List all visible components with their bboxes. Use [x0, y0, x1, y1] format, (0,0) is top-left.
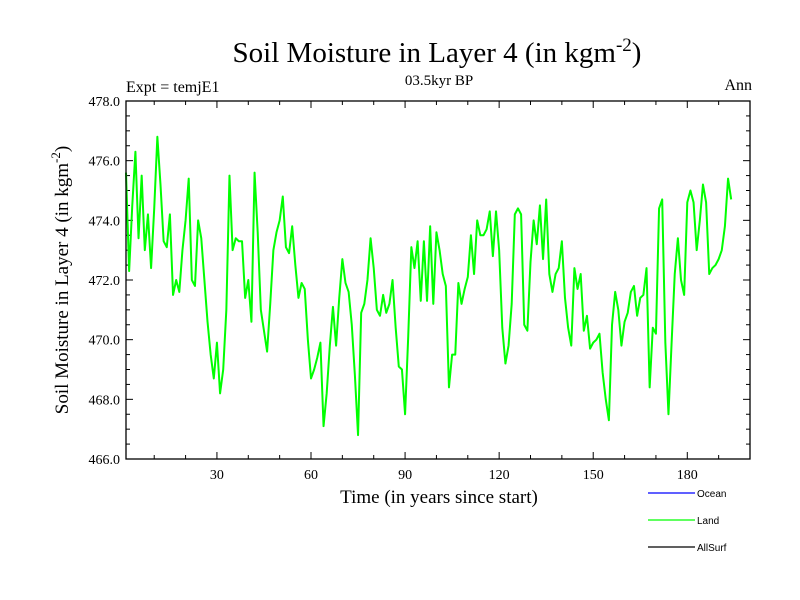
chart-title-superscript: -2 [616, 35, 632, 56]
y-tick-label: 476.0 [89, 155, 121, 170]
x-tick-label: 180 [677, 468, 698, 483]
y-tick-label: 474.0 [89, 214, 121, 229]
x-tick-label: 90 [398, 468, 412, 483]
x-tick-label: 60 [304, 468, 318, 483]
x-tick-label: 30 [210, 468, 224, 483]
season-label: Ann [724, 77, 752, 94]
series-line-land [125, 135, 733, 437]
legend-label: Land [697, 516, 719, 527]
chart-title: Soil Moisture in Layer 4 (in kgm-2) [233, 35, 642, 69]
y-tick-label: 472.0 [89, 274, 121, 289]
y-tick-label: 466.0 [89, 453, 121, 468]
plot-frame [125, 100, 751, 460]
legend-item-ocean: Ocean [648, 489, 726, 500]
y-tick-label: 478.0 [89, 95, 121, 110]
y-axis-label: Soil Moisture in Layer 4 (in kgm-2) [48, 146, 73, 414]
x-tick-label: 150 [583, 468, 604, 483]
legend-label: AllSurf [697, 543, 727, 554]
y-tick-label: 468.0 [89, 393, 121, 408]
chart-subtitle: 03.5kyr BP [405, 73, 473, 89]
legend-label: Ocean [697, 489, 726, 500]
experiment-label: Expt = temjE1 [126, 79, 219, 96]
legend-item-land: Land [648, 516, 719, 527]
legend-item-allsurf: AllSurf [648, 543, 727, 554]
x-axis-label: Time (in years since start) [340, 487, 538, 508]
y-tick-label: 470.0 [89, 334, 121, 349]
y-axis-label-superscript: -2 [48, 152, 63, 163]
x-tick-label: 120 [489, 468, 510, 483]
